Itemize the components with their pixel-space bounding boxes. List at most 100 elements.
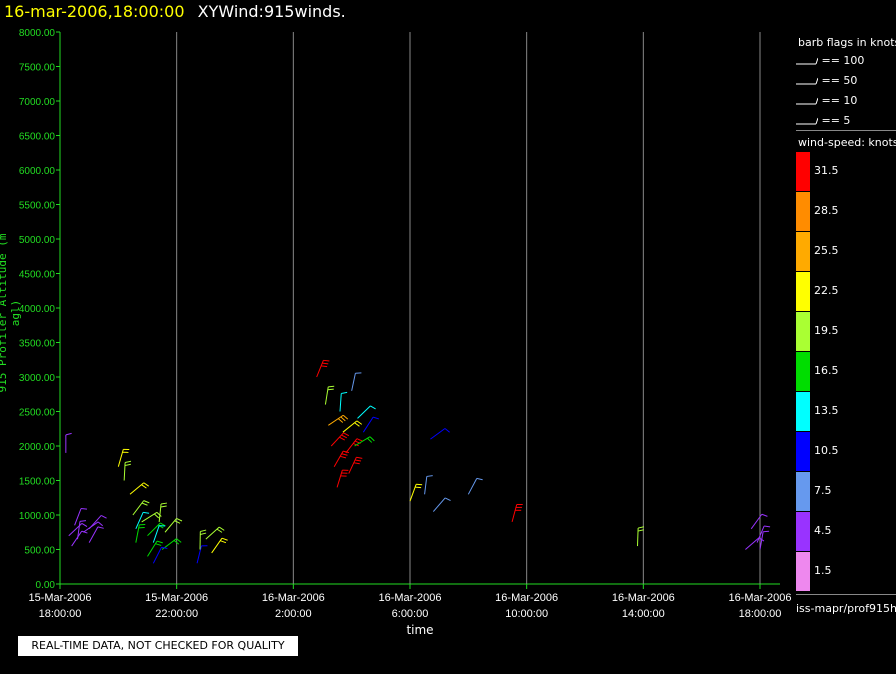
wind-barb <box>430 428 446 440</box>
y-tick-label: 8000.00 <box>19 28 56 39</box>
wind-barb <box>71 530 83 547</box>
wind-barb-flag <box>764 525 771 528</box>
y-tick-label: 2500.00 <box>19 408 56 419</box>
quality-notice: REAL-TIME DATA, NOT CHECKED FOR QUALITY <box>18 636 298 656</box>
x-tick-time: 22:00:00 <box>155 608 198 620</box>
wind-barb-flag <box>79 520 87 522</box>
wind-barb-flag <box>343 432 350 437</box>
wind-barb-flag <box>356 456 363 459</box>
wind-barb-flag <box>125 460 132 464</box>
colorbar-label: 22.5 <box>814 284 839 297</box>
wind-barb-flag <box>160 502 168 505</box>
wind-barb-flag <box>370 405 376 410</box>
y-tick-label: 2000.00 <box>19 442 56 453</box>
wind-barb-flag <box>141 484 147 489</box>
y-tick-label: 3500.00 <box>19 339 56 350</box>
wind-barb-flag <box>356 438 363 442</box>
y-tick-label: 6500.00 <box>19 132 56 143</box>
wind-barb-flag <box>154 513 160 519</box>
colorbar-label: 7.5 <box>814 484 832 497</box>
wind-barb-flag <box>143 500 150 504</box>
x-tick-time: 10:00:00 <box>505 608 548 620</box>
wind-barb <box>756 525 765 543</box>
y-tick-label: 7000.00 <box>19 97 56 108</box>
wind-barb-flag <box>221 537 228 541</box>
wind-barb-flag <box>81 530 88 534</box>
colorbar-label: 10.5 <box>814 444 839 457</box>
x-tick-date: 16-Mar-2006 <box>729 592 792 604</box>
wind-barb-flag <box>444 428 450 433</box>
wind-barb <box>74 508 82 526</box>
wind-barb-flag <box>81 522 88 528</box>
wind-barb <box>351 373 356 391</box>
wind-barb-flag <box>155 543 162 546</box>
colorbar-label: 4.5 <box>814 524 832 537</box>
barb-legend-row: == 5 <box>796 114 850 127</box>
barb-legend-row: == 100 <box>796 54 864 67</box>
wind-barb-flag <box>342 414 349 420</box>
wind-barb-flag <box>124 463 131 467</box>
wind-barb-flag <box>341 391 348 395</box>
barb-legend-row: == 50 <box>796 74 857 87</box>
wind-barb-flag <box>340 455 347 459</box>
wind-barb-flag <box>415 486 422 489</box>
wind-barb-flag <box>200 529 207 532</box>
wind-barb <box>324 386 329 405</box>
colorbar-swatch <box>796 472 810 511</box>
wind-barb-flag <box>763 530 770 533</box>
colorbar-label: 31.5 <box>814 164 839 177</box>
y-tick-label: 4000.00 <box>19 304 56 315</box>
x-tick-date: 16-Mar-2006 <box>612 592 675 604</box>
x-tick-time: 18:00:00 <box>739 608 782 620</box>
wind-barb-flag <box>340 416 346 422</box>
wind-barb <box>88 515 102 530</box>
wind-barb <box>196 545 202 564</box>
colorbar-label: 13.5 <box>814 404 839 417</box>
wind-barb-flag <box>328 385 335 388</box>
wind-barb-flag <box>156 511 162 517</box>
wind-barb-flag <box>216 528 223 533</box>
wind-barb-flag <box>339 436 345 441</box>
y-axis-label: 915 Profiler Altitude (m agl) <box>0 233 22 393</box>
wind-barb-flag <box>353 462 360 465</box>
y-tick-label: 4500.00 <box>19 270 56 281</box>
wind-barb-flag <box>444 497 451 502</box>
wind-barb-flag <box>220 540 227 544</box>
y-tick-label: 3000.00 <box>19 373 56 384</box>
wind-barb-flag <box>356 420 363 425</box>
wind-barb-flag <box>426 475 433 477</box>
wind-barb <box>339 393 342 412</box>
y-tick-label: 7500.00 <box>19 63 56 74</box>
colorbar-label: 1.5 <box>814 564 832 577</box>
wind-barb-flag <box>174 520 181 524</box>
colorbar-swatch <box>796 312 810 351</box>
barb-legend-value: == 50 <box>818 74 858 87</box>
wind-barb-flag <box>322 362 329 365</box>
wind-barb-flag <box>200 532 207 535</box>
barb-legend-value: == 10 <box>818 94 858 107</box>
colorbar-swatch <box>796 352 810 391</box>
y-tick-label: 0.00 <box>36 580 56 591</box>
barb-legend-row: == 10 <box>796 94 857 107</box>
wind-barb-flag <box>97 521 103 527</box>
windspeed-legend-title: wind-speed: knots <box>798 136 896 149</box>
y-tick-label: 5500.00 <box>19 201 56 212</box>
wind-barb-flag <box>80 508 88 510</box>
x-tick-date: 16-Mar-2006 <box>262 592 325 604</box>
wind-barb-flag <box>637 529 644 532</box>
chart-header: 16-mar-2006,18:00:00 XYWind:915winds. <box>4 2 346 21</box>
chart-title: XYWind:915winds. <box>197 2 346 21</box>
wind-barb-flag <box>372 416 379 420</box>
colorbar-label: 25.5 <box>814 244 839 257</box>
wind-barb-flag <box>141 502 148 506</box>
barb-legend-title: barb flags in knots <box>798 36 896 49</box>
wind-barb <box>759 531 764 550</box>
x-tick-date: 16-Mar-2006 <box>495 592 558 604</box>
colorbar-swatch <box>796 392 810 431</box>
wind-barb <box>432 497 446 512</box>
barb-legend-value: == 100 <box>818 54 865 67</box>
wind-barb-flag <box>218 526 225 531</box>
wind-barb <box>745 537 760 550</box>
y-tick-label: 500.00 <box>24 546 55 557</box>
wind-barb-flag <box>369 436 375 442</box>
